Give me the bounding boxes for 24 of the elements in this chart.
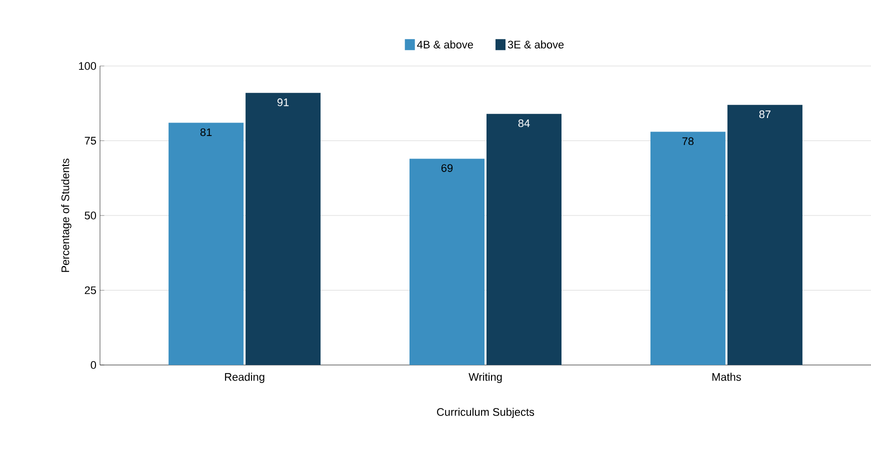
bar xyxy=(486,114,562,365)
y-tick-label: 100 xyxy=(79,62,96,70)
legend-label: 3E & above xyxy=(508,40,564,48)
y-axis-title: Percentage of Students xyxy=(61,158,72,272)
data-label: 84 xyxy=(518,119,530,128)
y-tick-label: 0 xyxy=(90,361,96,369)
y-tick-label: 25 xyxy=(84,286,96,294)
data-label: 87 xyxy=(759,110,770,118)
x-tick-label: Maths xyxy=(712,372,741,381)
legend-label: 4B & above xyxy=(417,40,474,48)
y-tick-label: 75 xyxy=(84,136,96,145)
x-tick-label: Reading xyxy=(225,372,264,383)
data-label: 78 xyxy=(682,137,694,146)
bar xyxy=(727,104,802,365)
bar xyxy=(410,158,485,365)
x-axis-title: Curriculum Subjects xyxy=(437,408,534,418)
data-label: 91 xyxy=(277,98,289,106)
bar xyxy=(246,92,321,365)
data-label: 81 xyxy=(200,128,212,136)
x-tick-label: Writing xyxy=(468,372,502,383)
y-tick-label: 50 xyxy=(84,212,96,220)
bar xyxy=(650,132,726,365)
data-label: 69 xyxy=(441,164,453,172)
bar xyxy=(168,122,244,365)
